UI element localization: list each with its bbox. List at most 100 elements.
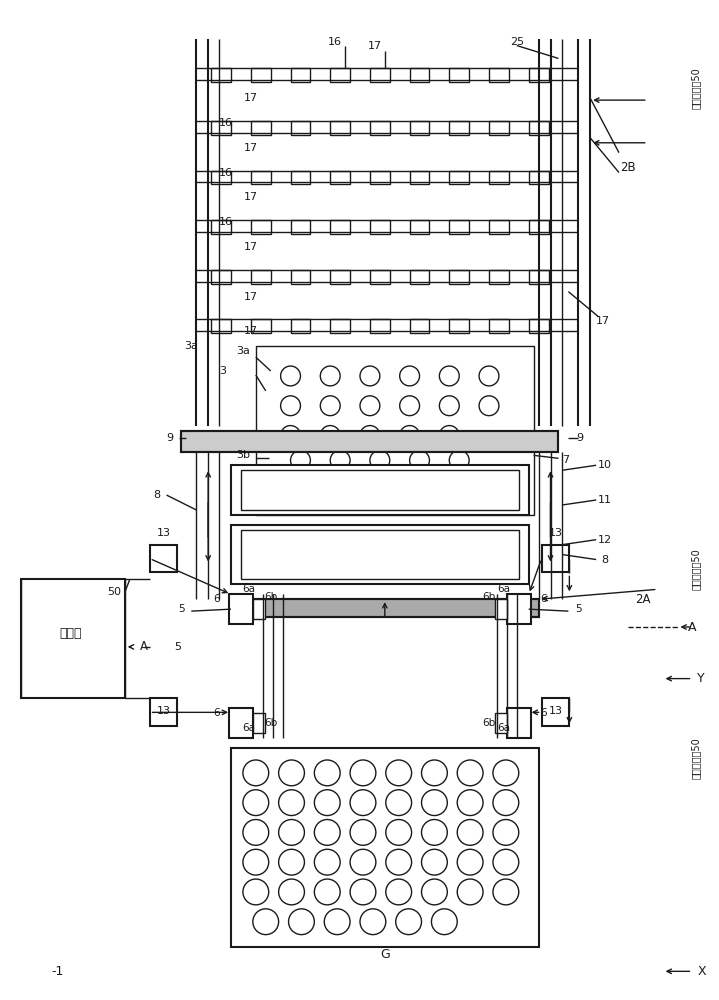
Text: 来自控制部50: 来自控制部50 xyxy=(690,549,700,590)
Text: 2A: 2A xyxy=(635,593,651,606)
Text: 12: 12 xyxy=(598,535,612,545)
Text: 6: 6 xyxy=(213,708,219,718)
Bar xyxy=(528,220,549,234)
Bar xyxy=(489,220,509,234)
Text: 10: 10 xyxy=(598,460,612,470)
Bar xyxy=(251,171,270,184)
Bar xyxy=(449,319,469,333)
Bar xyxy=(495,713,507,733)
Bar xyxy=(541,698,569,726)
Text: 5: 5 xyxy=(178,604,185,614)
Circle shape xyxy=(320,366,340,386)
Bar xyxy=(528,270,549,284)
Text: 17: 17 xyxy=(244,93,258,103)
Circle shape xyxy=(243,849,269,875)
Bar xyxy=(528,319,549,333)
Circle shape xyxy=(279,820,304,845)
Text: 6a: 6a xyxy=(242,584,255,594)
Circle shape xyxy=(493,760,519,786)
Circle shape xyxy=(280,426,301,445)
Circle shape xyxy=(290,450,311,470)
Circle shape xyxy=(243,879,269,905)
Bar xyxy=(370,319,390,333)
Circle shape xyxy=(493,849,519,875)
Text: 6a: 6a xyxy=(498,723,510,733)
Circle shape xyxy=(324,909,350,935)
Circle shape xyxy=(279,760,304,786)
Text: 6b: 6b xyxy=(264,592,278,602)
Circle shape xyxy=(320,426,340,445)
Text: 16: 16 xyxy=(219,168,233,178)
Circle shape xyxy=(493,879,519,905)
Text: 5: 5 xyxy=(575,604,582,614)
Text: 16: 16 xyxy=(328,37,342,47)
Text: 6a: 6a xyxy=(498,584,510,594)
Bar xyxy=(370,171,390,184)
Circle shape xyxy=(314,849,340,875)
Bar xyxy=(251,68,270,82)
Circle shape xyxy=(314,879,340,905)
Text: 17: 17 xyxy=(368,41,382,51)
Text: 13: 13 xyxy=(549,706,562,716)
Bar xyxy=(150,698,178,726)
Text: 11: 11 xyxy=(598,495,612,505)
Circle shape xyxy=(421,790,447,816)
Bar xyxy=(449,171,469,184)
Circle shape xyxy=(243,760,269,786)
Circle shape xyxy=(314,760,340,786)
Bar xyxy=(211,121,231,135)
Circle shape xyxy=(279,849,304,875)
Text: 17: 17 xyxy=(244,192,258,202)
Text: 50: 50 xyxy=(107,587,121,597)
Circle shape xyxy=(457,879,483,905)
Bar xyxy=(330,68,350,82)
Text: 16: 16 xyxy=(219,217,233,227)
Circle shape xyxy=(400,396,419,416)
Text: 13: 13 xyxy=(157,706,170,716)
Text: A: A xyxy=(139,640,147,653)
Circle shape xyxy=(439,366,459,386)
Circle shape xyxy=(360,366,380,386)
Circle shape xyxy=(288,909,314,935)
Circle shape xyxy=(350,820,376,845)
Bar xyxy=(410,68,429,82)
Bar xyxy=(330,121,350,135)
Circle shape xyxy=(350,790,376,816)
Text: 16: 16 xyxy=(219,118,233,128)
Circle shape xyxy=(439,396,459,416)
Circle shape xyxy=(400,366,419,386)
Bar xyxy=(410,270,429,284)
Bar xyxy=(231,599,539,617)
Circle shape xyxy=(350,849,376,875)
Circle shape xyxy=(457,790,483,816)
Text: 17: 17 xyxy=(244,292,258,302)
Bar xyxy=(330,270,350,284)
Text: G: G xyxy=(380,948,390,961)
Bar xyxy=(211,171,231,184)
Circle shape xyxy=(280,366,301,386)
Text: 6b: 6b xyxy=(482,592,495,602)
Bar xyxy=(290,121,311,135)
Bar xyxy=(449,121,469,135)
Bar xyxy=(251,220,270,234)
Bar xyxy=(330,319,350,333)
Circle shape xyxy=(457,760,483,786)
Bar xyxy=(181,431,559,452)
Circle shape xyxy=(479,396,499,416)
Bar xyxy=(211,270,231,284)
Circle shape xyxy=(421,849,447,875)
Text: X: X xyxy=(697,965,706,978)
Bar xyxy=(370,68,390,82)
Bar xyxy=(290,68,311,82)
Bar xyxy=(410,171,429,184)
Circle shape xyxy=(457,849,483,875)
Circle shape xyxy=(360,909,386,935)
Circle shape xyxy=(386,760,411,786)
Text: A: A xyxy=(687,621,696,634)
Circle shape xyxy=(493,820,519,845)
Bar xyxy=(241,470,519,510)
Bar xyxy=(231,748,539,947)
Circle shape xyxy=(279,879,304,905)
Circle shape xyxy=(386,790,411,816)
Bar xyxy=(241,530,519,579)
